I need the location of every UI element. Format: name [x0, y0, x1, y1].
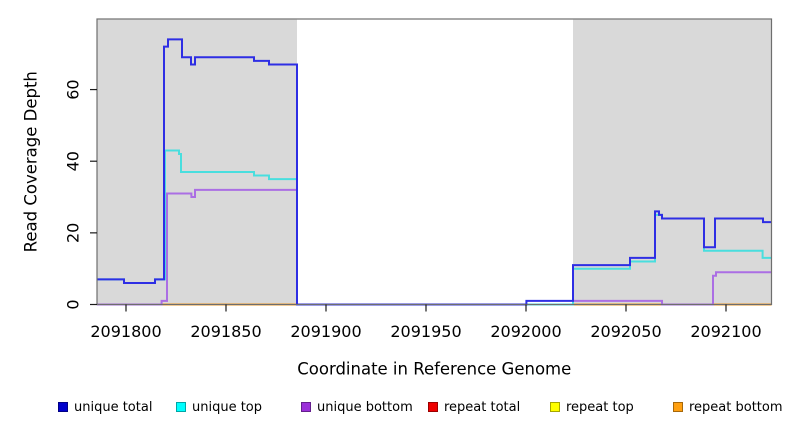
x-tick-label: 2092000: [490, 322, 561, 341]
shaded-region: [573, 19, 772, 304]
axis-ticks: [90, 88, 727, 312]
x-axis-title: Coordinate in Reference Genome: [297, 360, 571, 379]
shaded-regions: [97, 19, 772, 304]
y-tick-label: 40: [64, 151, 83, 171]
x-tick-label: 2091950: [390, 322, 461, 341]
y-tick-label: 0: [64, 299, 83, 309]
x-tick-label: 2091900: [290, 322, 361, 341]
y-tick-label: 20: [64, 223, 83, 243]
series-line-unique-total: [97, 38, 772, 306]
y-tick-label: 60: [64, 79, 83, 99]
x-tick-label: 2091850: [190, 322, 261, 341]
x-tick-label: 2092100: [690, 322, 761, 341]
axis-tick-labels: 2091800 2091850 2091900 2091950 2092000 20920…: [64, 79, 762, 341]
shaded-region: [97, 19, 297, 304]
x-tick-label: 2092050: [590, 322, 661, 341]
x-tick-label: 2091800: [90, 322, 161, 341]
y-axis-title: Read Coverage Depth: [22, 71, 41, 252]
